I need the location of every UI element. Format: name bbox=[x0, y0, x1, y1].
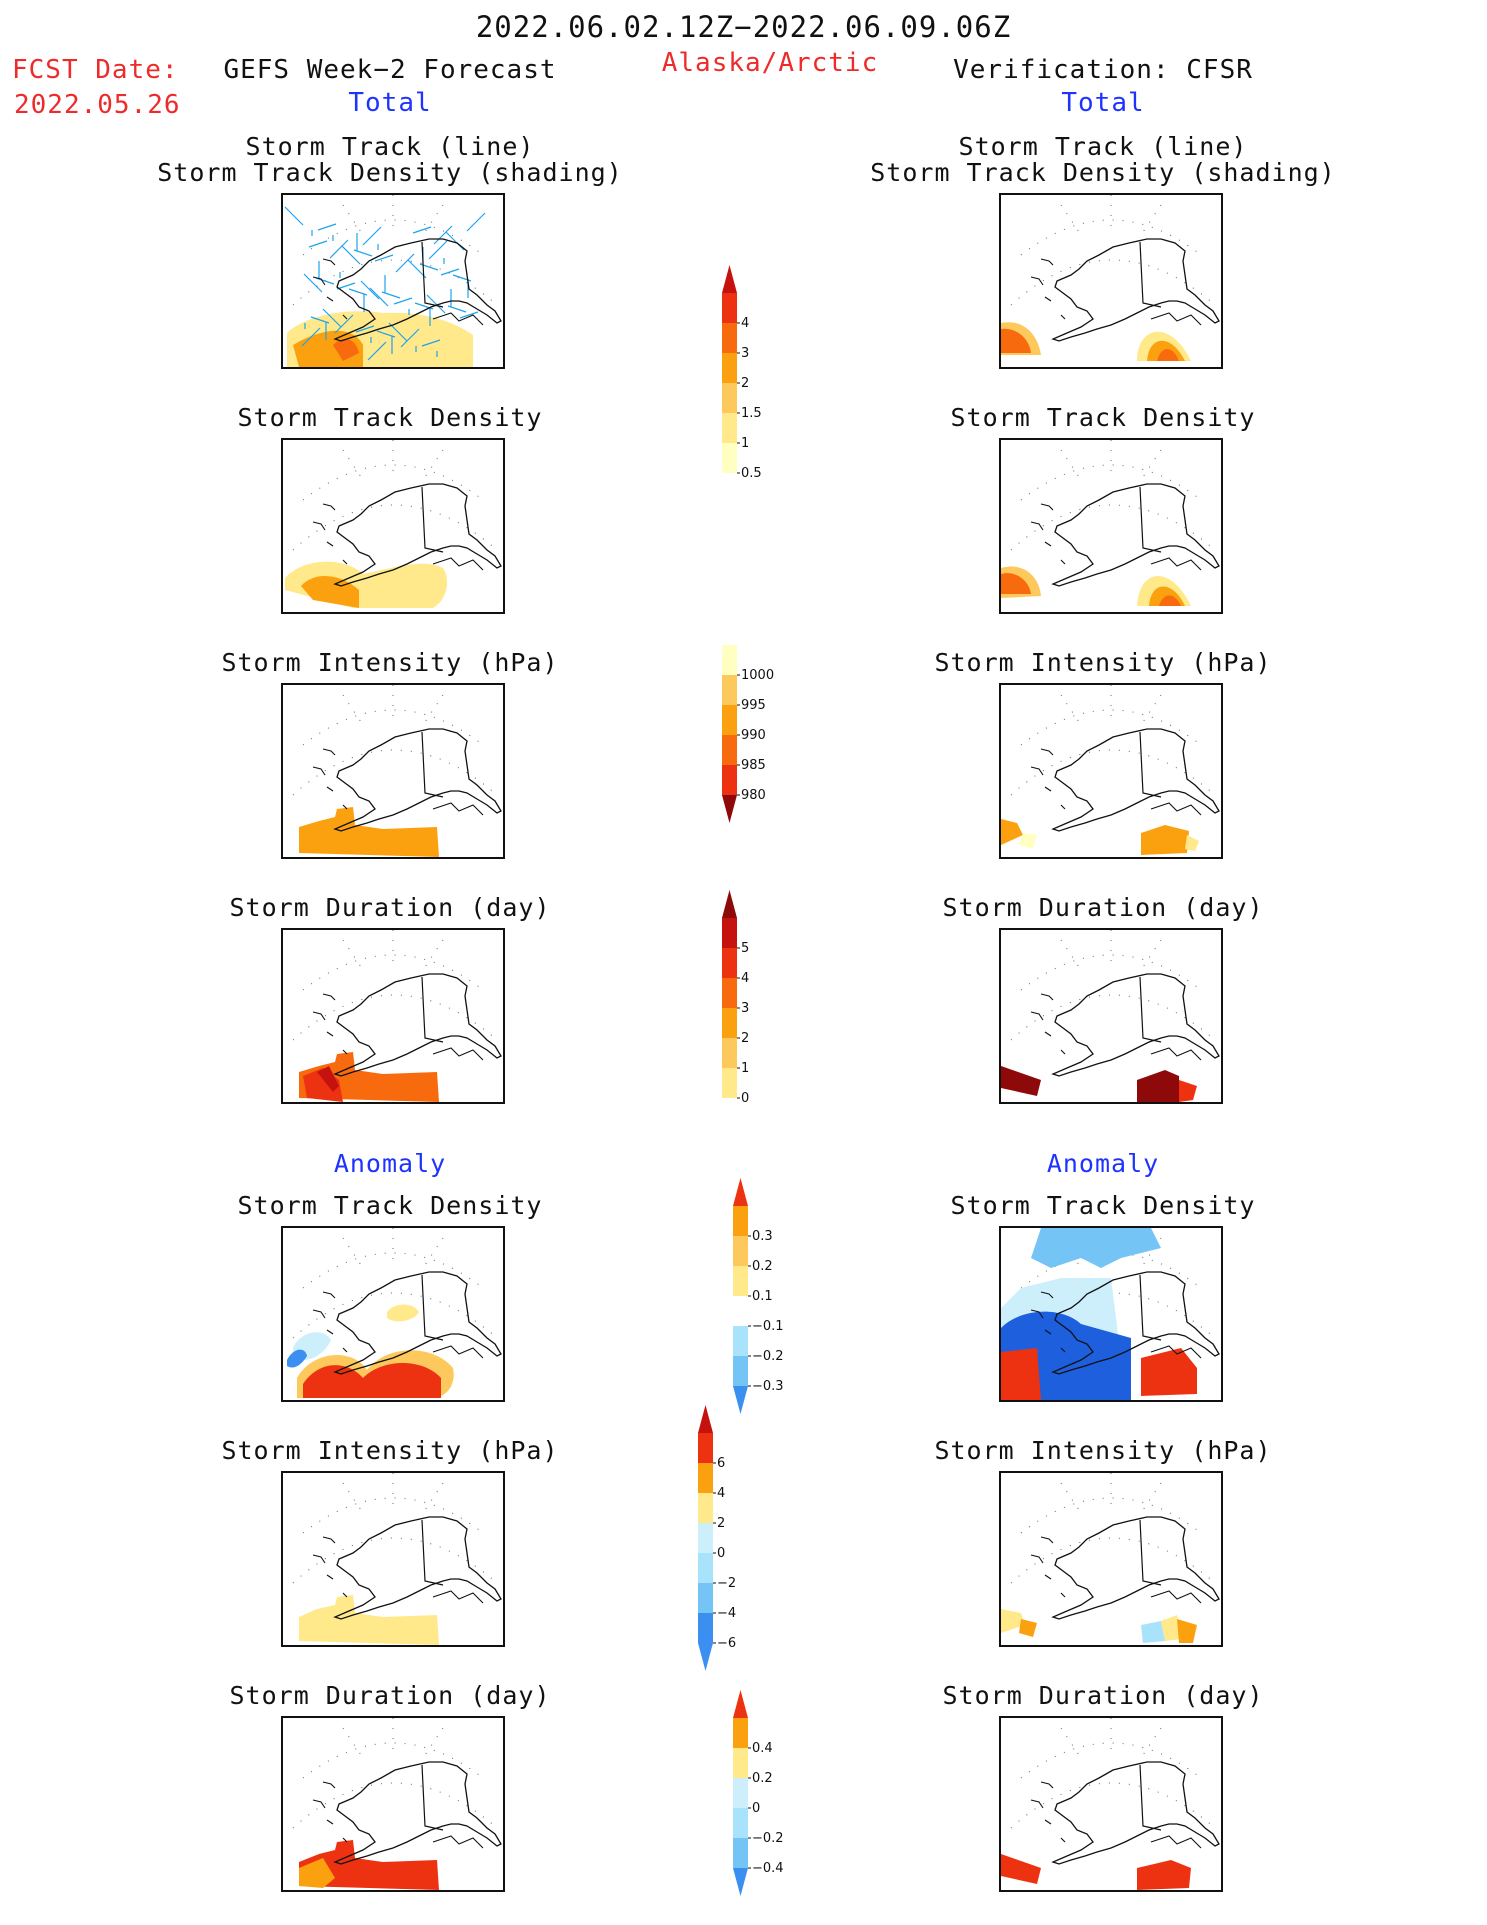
left-section-total: Total bbox=[348, 88, 432, 118]
left-section-anomaly: Anomaly bbox=[333, 1149, 447, 1178]
map-left-density bbox=[281, 438, 505, 614]
fcst-date-label: FCST Date: bbox=[12, 55, 179, 85]
colorbar-tick-label: 0.3 bbox=[752, 1229, 773, 1244]
map-left-anom-density bbox=[281, 1226, 505, 1402]
map-right-track bbox=[999, 193, 1223, 369]
right-anom-density-title: Storm Track Density bbox=[950, 1191, 1256, 1220]
colorbar-tick-label: 4 bbox=[741, 316, 749, 331]
colorbar-tick-label: −0.3 bbox=[752, 1379, 784, 1394]
map-right-anom-intensity bbox=[999, 1471, 1223, 1647]
colorbar-tick-label: −0.2 bbox=[752, 1831, 784, 1846]
colorbar-tick-label: −4 bbox=[717, 1606, 736, 1621]
map-right-anom-density bbox=[999, 1226, 1223, 1402]
colorbar-anom-density: 0.3 0.2 0.1 −0.1 −0.2 −0.3 bbox=[733, 1178, 793, 1418]
colorbar-tick-label: 0.4 bbox=[752, 1741, 773, 1756]
colorbar-tick-label: 990 bbox=[741, 728, 766, 743]
colorbar-tick-label: 0 bbox=[752, 1801, 760, 1816]
colorbar-tick-label: 3 bbox=[741, 346, 749, 361]
colorbar-tick-label: 4 bbox=[717, 1486, 725, 1501]
colorbar-tick-label: −2 bbox=[717, 1576, 736, 1591]
right-intensity-title: Storm Intensity (hPa) bbox=[934, 648, 1272, 677]
colorbar-tick-label: 0.5 bbox=[741, 466, 762, 481]
left-anom-density-title: Storm Track Density bbox=[237, 1191, 543, 1220]
right-section-total: Total bbox=[1061, 88, 1145, 118]
left-duration-title: Storm Duration (day) bbox=[229, 893, 551, 922]
left-anom-intensity-title: Storm Intensity (hPa) bbox=[221, 1436, 559, 1465]
map-left-anom-duration bbox=[281, 1716, 505, 1892]
colorbar-tick-label: 6 bbox=[717, 1456, 725, 1471]
colorbar-tick-label: 2 bbox=[741, 1031, 749, 1046]
colorbar-tick-label: 0 bbox=[741, 1091, 749, 1106]
right-anom-duration-title: Storm Duration (day) bbox=[942, 1681, 1264, 1710]
map-right-intensity bbox=[999, 683, 1223, 859]
left-track-line-title: Storm Track (line) bbox=[245, 132, 535, 161]
right-column-title: Verification: CFSR bbox=[953, 55, 1253, 85]
colorbar-tick-label: −0.2 bbox=[752, 1349, 784, 1364]
right-anom-intensity-title: Storm Intensity (hPa) bbox=[934, 1436, 1272, 1465]
region-title: Alaska/Arctic bbox=[661, 48, 879, 78]
colorbar-tick-label: 1 bbox=[741, 436, 749, 451]
map-left-intensity bbox=[281, 683, 505, 859]
map-right-anom-duration bbox=[999, 1716, 1223, 1892]
colorbar-total-intensity: 1000 995 990 985 980 bbox=[722, 645, 782, 827]
left-anom-duration-title: Storm Duration (day) bbox=[229, 1681, 551, 1710]
colorbar-tick-label: 1.5 bbox=[741, 406, 762, 421]
map-left-anom-intensity bbox=[281, 1471, 505, 1647]
colorbar-tick-label: −0.4 bbox=[752, 1861, 784, 1876]
right-section-anomaly: Anomaly bbox=[1046, 1149, 1160, 1178]
colorbar-tick-label: 0.2 bbox=[752, 1771, 773, 1786]
colorbar-anom-intensity: 6 4 2 0 −2 −4 −6 bbox=[698, 1405, 758, 1675]
map-right-duration bbox=[999, 928, 1223, 1104]
colorbar-tick-label: 2 bbox=[741, 376, 749, 391]
map-left-track bbox=[281, 193, 505, 369]
colorbar-tick-label: 5 bbox=[741, 941, 749, 956]
colorbar-anom-duration: 0.4 0.2 0 −0.2 −0.4 bbox=[733, 1690, 793, 1900]
left-density-title: Storm Track Density bbox=[237, 403, 543, 432]
colorbar-total-duration: 5 4 3 2 1 0 bbox=[722, 890, 782, 1106]
colorbar-total-density: 4 3 2 1.5 1 0.5 bbox=[722, 265, 782, 481]
map-left-duration bbox=[281, 928, 505, 1104]
colorbar-tick-label: 3 bbox=[741, 1001, 749, 1016]
right-density-title: Storm Track Density bbox=[950, 403, 1256, 432]
colorbar-tick-label: 0 bbox=[717, 1546, 725, 1561]
colorbar-tick-label: 4 bbox=[741, 971, 749, 986]
colorbar-tick-label: 1000 bbox=[741, 668, 774, 683]
colorbar-tick-label: −6 bbox=[717, 1636, 736, 1651]
right-duration-title: Storm Duration (day) bbox=[942, 893, 1264, 922]
fcst-date-value: 2022.05.26 bbox=[14, 90, 181, 120]
right-track-shading-title: Storm Track Density (shading) bbox=[870, 158, 1336, 187]
colorbar-tick-label: −0.1 bbox=[752, 1319, 784, 1334]
colorbar-tick-label: 980 bbox=[741, 788, 766, 803]
date-range-title: 2022.06.02.12Z−2022.06.09.06Z bbox=[475, 10, 1012, 44]
colorbar-tick-label: 2 bbox=[717, 1516, 725, 1531]
colorbar-tick-label: 985 bbox=[741, 758, 766, 773]
right-track-line-title: Storm Track (line) bbox=[958, 132, 1248, 161]
left-intensity-title: Storm Intensity (hPa) bbox=[221, 648, 559, 677]
map-right-density bbox=[999, 438, 1223, 614]
left-track-shading-title: Storm Track Density (shading) bbox=[157, 158, 623, 187]
colorbar-tick-label: 995 bbox=[741, 698, 766, 713]
colorbar-tick-label: 0.1 bbox=[752, 1289, 773, 1304]
colorbar-tick-label: 1 bbox=[741, 1061, 749, 1076]
colorbar-tick-label: 0.2 bbox=[752, 1259, 773, 1274]
left-column-title: GEFS Week−2 Forecast bbox=[223, 55, 557, 85]
